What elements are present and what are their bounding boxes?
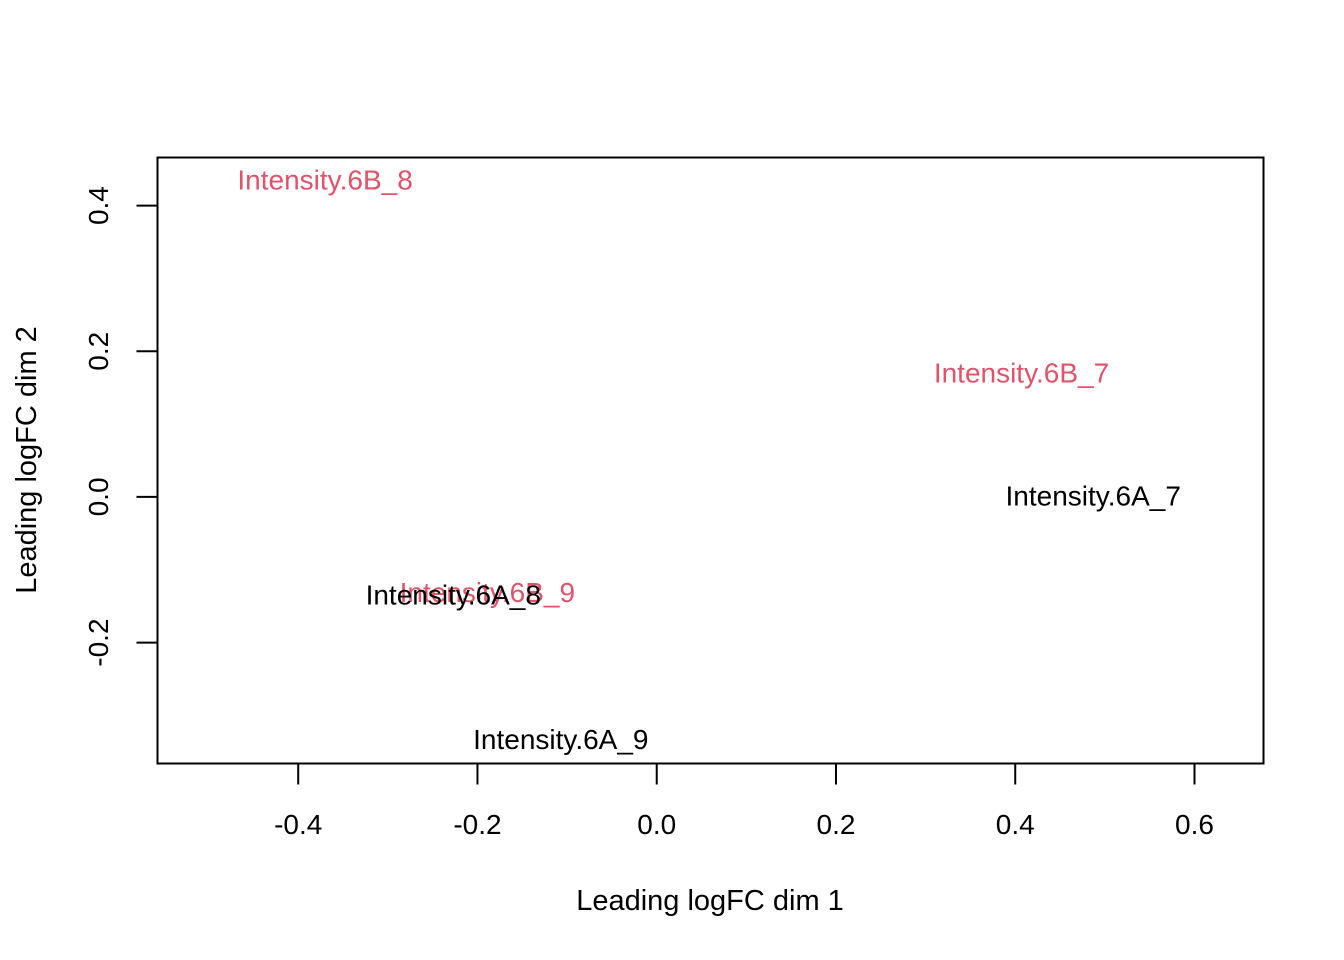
x-axis: -0.4 -0.2 0.0 0.2 0.4 0.6 <box>274 762 1214 840</box>
point-label: Intensity.6B_8 <box>237 165 412 196</box>
point-label: Intensity.6A_9 <box>473 724 648 755</box>
y-axis: -0.2 0.0 0.2 0.4 <box>83 186 159 667</box>
plot-frame <box>156 156 1265 765</box>
x-tick-label: -0.4 <box>274 809 322 840</box>
x-tick-label: 0.2 <box>817 809 856 840</box>
y-tick-label: 0.0 <box>83 477 114 516</box>
point-label: Intensity.6B_9 <box>400 577 575 608</box>
y-axis-title: Leading logFC dim 2 <box>11 326 43 594</box>
x-axis-title: Leading logFC dim 1 <box>576 885 844 917</box>
y-tick-label: 0.2 <box>83 332 114 371</box>
x-tick-label: -0.2 <box>453 809 501 840</box>
x-tick-label: 0.6 <box>1175 809 1214 840</box>
point-label: Intensity.6B_7 <box>934 358 1109 389</box>
x-tick-label: 0.0 <box>637 809 676 840</box>
point-labels: Intensity.6B_8 Intensity.6B_7 Intensity.6A… <box>237 165 1180 755</box>
x-tick-label: 0.4 <box>996 809 1035 840</box>
point-label: Intensity.6A_7 <box>1006 481 1181 512</box>
y-tick-label: 0.4 <box>83 186 114 225</box>
point-label: Intensity.6A_8 <box>366 580 541 611</box>
y-tick-label: -0.2 <box>83 618 114 666</box>
